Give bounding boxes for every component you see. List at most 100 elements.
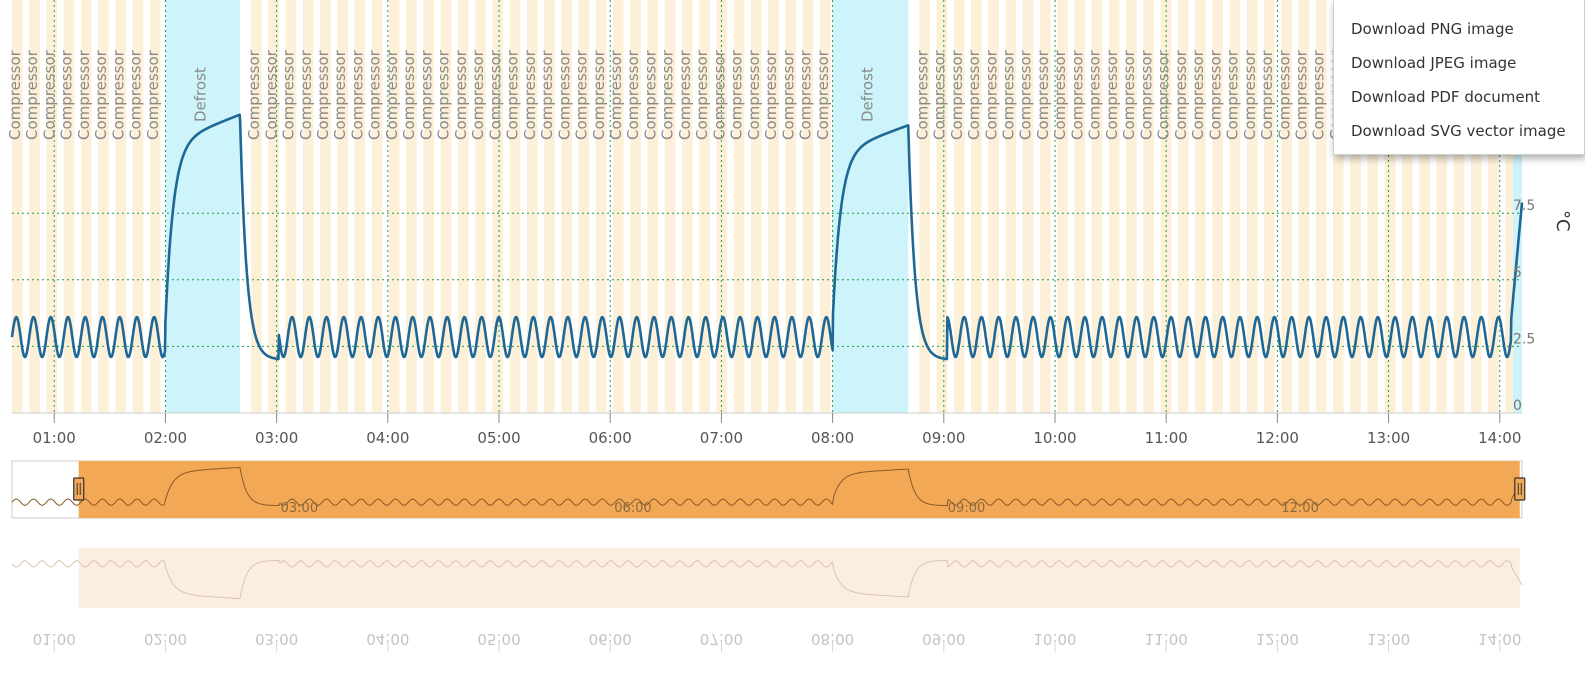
x-tick-label: 09:00 [922,429,965,447]
download-svg-menu-item[interactable]: Download SVG vector image [1351,122,1566,140]
compressor-band [1315,0,1327,413]
compressor-band [971,0,982,413]
navigator-handle-body [1514,477,1526,501]
compressor-band-label: Compressor [948,49,966,140]
compressor-band-label: Compressor [762,49,780,140]
compressor-band [750,0,762,413]
compressor-band [1264,0,1275,413]
compressor-band [371,0,383,413]
x-tick-label: 07:00 [700,429,743,447]
navigator-handle[interactable] [1514,477,1526,501]
compressor-band-label: Compressor [297,49,315,140]
compressor-band [819,0,831,413]
compressor-band-label: Compressor [676,49,694,140]
compressor-band-label: Compressor [92,49,110,140]
download-png-menu-item[interactable]: Download PNG image [1351,20,1514,38]
compressor-band [664,0,676,413]
reflection-tick-label: 09:00 [922,630,965,648]
compressor-band [1367,0,1379,413]
compressor-band-label: Compressor [1224,49,1242,140]
navigator-label: 09:00 [948,501,985,516]
navigator[interactable]: 03:00 06:00 09:00 12:00 [11,460,1526,519]
compressor-band [681,0,693,413]
compressor-band [699,0,710,413]
compressor-band-label: Compressor [1051,49,1069,140]
compressor-band-label: Compressor [469,49,487,140]
reflection-tick-label: 02:00 [144,630,187,648]
compressor-band-label: Compressor [417,49,435,140]
compressor-band-label: Compressor [262,49,280,140]
reflection-tick-label: 04:00 [366,630,409,648]
compressor-band-label: Compressor [435,49,453,140]
reflection-series [11,559,1523,600]
compressor-band-label: Compressor [1155,49,1173,140]
compressor-band [149,0,161,413]
compressor-band-label: Compressor [555,49,573,140]
x-tick-label: 12:00 [1256,429,1299,447]
compressor-band-label: Compressor [1293,49,1311,140]
x-tick-label: 04:00 [366,429,409,447]
compressor-band [12,0,23,413]
compressor-band-label: Compressor [400,49,418,140]
compressor-band-label: Compressor [314,49,332,140]
compressor-band-label: Compressor [728,49,746,140]
compressor-band-label: Compressor [1120,49,1138,140]
compressor-band-label: Compressor [1310,49,1328,140]
navigator-label: 06:00 [614,501,651,516]
y-tick-label: 2.5 [1513,331,1535,347]
download-jpeg-menu-item[interactable]: Download JPEG image [1351,54,1517,72]
y-axis-title: °C [1552,210,1573,232]
compressor-band-label: Compressor [383,49,401,140]
compressor-band [251,0,262,413]
compressor-band [320,0,331,413]
compressor-band-label: Compressor [797,49,815,140]
compressor-band [388,0,400,413]
compressor-band [1177,0,1189,413]
compressor-band-label: Compressor [965,49,983,140]
compressor-band [475,0,486,413]
navigator-selection [78,461,1520,518]
compressor-band-label: Compressor [23,49,41,140]
x-tick-label: 03:00 [255,429,298,447]
compressor-band-label: Compressor [1275,49,1293,140]
compressor-band [1350,0,1361,413]
compressor-band [1505,0,1517,413]
defrost-band-label: Defrost [191,67,209,122]
compressor-band [526,0,538,413]
defrost-band [1513,0,1522,413]
compressor-band [268,0,279,413]
compressor-band-label: Compressor [486,49,504,140]
compressor-band-label: Compressor [348,49,366,140]
compressor-band [63,0,75,413]
x-tick-label: 08:00 [811,429,854,447]
compressor-band [1022,0,1034,413]
reflection-tick-label: 05:00 [477,630,520,648]
x-tick-label: 11:00 [1145,429,1188,447]
compressor-band [785,0,797,413]
compressor-band [354,0,366,413]
compressor-band-label: Compressor [573,49,591,140]
compressor-band-label: Compressor [982,49,1000,140]
reflection-tick-label: 14:00 [1478,630,1521,648]
compressor-band-label: Compressor [366,49,384,140]
compressor-band [1108,0,1120,413]
x-tick-label: 10:00 [1033,429,1076,447]
compressor-band [285,0,297,413]
download-pdf-menu-item[interactable]: Download PDF document [1351,88,1541,106]
compressor-band-label: Compressor [538,49,556,140]
compressor-band [29,0,40,413]
compressor-band-label: Compressor [931,49,949,140]
compressor-band-label: Compressor [6,49,24,140]
navigator-handle[interactable] [73,477,85,501]
x-tick-label: 01:00 [33,429,76,447]
compressor-band-label: Compressor [1068,49,1086,140]
navigator-series [11,466,1523,507]
compressor-band [492,0,504,413]
defrost-band-label: Defrost [859,67,877,122]
compressor-band-label: Compressor [58,49,76,140]
compressor-band [457,0,469,413]
compressor-band [733,0,745,413]
compressor-band-label: Compressor [1086,49,1104,140]
compressor-band-label: Compressor [659,49,677,140]
y-tick-label: 7.5 [1513,198,1535,214]
